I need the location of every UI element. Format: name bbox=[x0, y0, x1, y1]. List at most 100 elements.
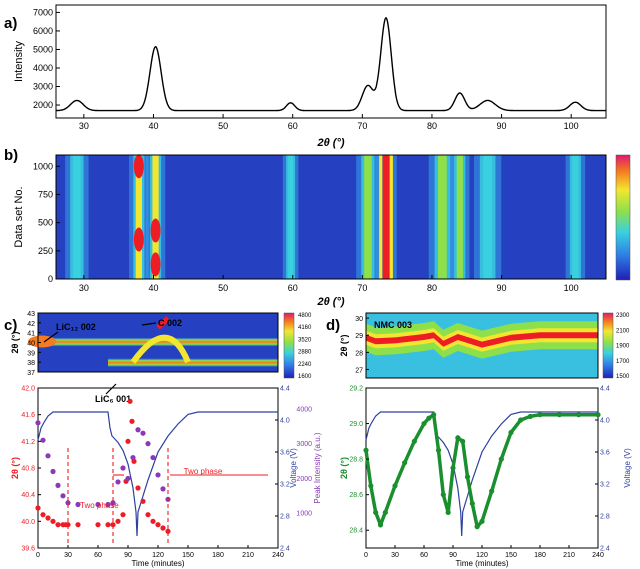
panel-label-d: d) bbox=[326, 317, 340, 334]
two-theta-point bbox=[155, 522, 161, 528]
colorbar-tick-label: 2240 bbox=[298, 362, 312, 368]
two-theta-point bbox=[75, 522, 81, 528]
hot-spot bbox=[133, 227, 144, 252]
y-tick-label: 39.6 bbox=[21, 546, 35, 553]
annotation-two-phase-2: Two phase bbox=[184, 467, 223, 476]
x-tick-label: 100 bbox=[564, 121, 579, 131]
y-tick-label: 2000 bbox=[33, 100, 53, 110]
peak-intensity-point bbox=[105, 501, 111, 508]
panel-c-heatmap: 37 38 39 40 41 42 43 2θ (°) LiC₁₂ 002 C 002 LiC₆ 0… bbox=[10, 311, 312, 404]
x-tick-label: 210 bbox=[242, 552, 254, 559]
voltage-axis-label: Voltage (V) bbox=[289, 448, 298, 488]
two-theta-point bbox=[50, 518, 56, 524]
voltage-tick-label: 4.4 bbox=[280, 386, 290, 393]
y-tick-label: 40.0 bbox=[21, 519, 35, 526]
y-tick-label: 3000 bbox=[33, 82, 53, 92]
x-tick-label: 70 bbox=[357, 121, 367, 131]
two-theta-point bbox=[125, 438, 131, 444]
x-tick-label: 30 bbox=[79, 283, 89, 293]
c002-arc bbox=[130, 334, 191, 364]
x-tick-label: 240 bbox=[272, 552, 284, 559]
voltage-tick-label: 2.8 bbox=[600, 514, 610, 521]
y-tick-label: 28.6 bbox=[349, 492, 363, 499]
annotation-lic12: LiC₁₂ 002 bbox=[56, 322, 96, 332]
hot-spot-c002 bbox=[156, 316, 170, 330]
colorbar-tick-label: 1700 bbox=[616, 359, 630, 365]
y-tick-label: 28.4 bbox=[349, 528, 363, 535]
x-tick-label: 70 bbox=[357, 283, 367, 293]
two-theta-point bbox=[165, 528, 171, 534]
x-tick-label: 100 bbox=[564, 283, 579, 293]
peak-intensity-point bbox=[155, 472, 161, 478]
plot-frame bbox=[365, 312, 599, 379]
y-tick-label: 29 bbox=[355, 333, 363, 340]
x-tick-label: 0 bbox=[364, 552, 368, 559]
x-tick-label: 30 bbox=[64, 552, 72, 559]
band-38 bbox=[108, 358, 278, 368]
two-theta-point bbox=[127, 398, 133, 404]
x-tick-label: 180 bbox=[212, 552, 224, 559]
two-theta-point bbox=[160, 525, 166, 531]
x-tick-label: 50 bbox=[218, 121, 228, 131]
x-axis-label: 2θ (°) bbox=[316, 137, 344, 149]
two-theta-point bbox=[115, 518, 121, 524]
y-tick-label: 40.8 bbox=[21, 466, 35, 473]
annotation-c002: C 002 bbox=[158, 318, 182, 328]
x-tick-label: 180 bbox=[534, 552, 546, 559]
band-core bbox=[438, 155, 447, 279]
y-tick-label: 41 bbox=[27, 331, 35, 338]
y-tick-label: 43 bbox=[27, 311, 35, 318]
two-theta-point bbox=[40, 512, 46, 518]
peak-intensity-point bbox=[65, 500, 71, 506]
panel-label-b: b) bbox=[4, 147, 18, 164]
voltage-tick-label: 4.0 bbox=[280, 418, 290, 425]
voltage-tick-label: 2.4 bbox=[280, 546, 290, 553]
voltage-line bbox=[37, 411, 278, 537]
y-tick-label: 6000 bbox=[33, 26, 53, 36]
x-tick-label: 150 bbox=[505, 552, 517, 559]
x-tick-label: 240 bbox=[592, 552, 604, 559]
x-tick-label: 210 bbox=[563, 552, 575, 559]
peak-intensity-point bbox=[130, 454, 136, 461]
intensity-axis-label: Peak Intensity (a.u.) bbox=[313, 432, 322, 503]
annotation-two-phase-1: Two phase bbox=[80, 501, 119, 510]
y-axis-label: Data set No. bbox=[13, 186, 25, 247]
x-tick-label: 50 bbox=[218, 283, 228, 293]
peak-intensity-point bbox=[40, 437, 46, 443]
two-theta-point bbox=[55, 522, 61, 528]
two-theta-point bbox=[45, 515, 51, 521]
two-theta-point bbox=[95, 522, 101, 528]
y-tick-label: 250 bbox=[38, 246, 53, 256]
y-tick-label: 42.0 bbox=[21, 386, 35, 393]
y-tick-label: 0 bbox=[48, 274, 53, 284]
y-axis-label: 2θ (°) bbox=[339, 335, 349, 357]
x-tick-label: 80 bbox=[427, 121, 437, 131]
x-tick-label: 90 bbox=[124, 552, 132, 559]
hot-spot bbox=[150, 252, 161, 277]
y-tick-label: 28 bbox=[355, 350, 363, 357]
y-tick-label: 30 bbox=[355, 316, 363, 323]
band-core bbox=[572, 155, 579, 279]
voltage-tick-label: 3.6 bbox=[600, 450, 610, 457]
peak-intensity-point bbox=[125, 475, 131, 482]
peak-intensity-point bbox=[45, 453, 51, 459]
colorbar-tick-label: 3520 bbox=[298, 337, 312, 343]
y-tick-label: 40 bbox=[27, 341, 35, 348]
y-tick-label: 41.2 bbox=[21, 439, 35, 446]
x-tick-label: 40 bbox=[148, 121, 158, 131]
voltage-tick-label: 3.2 bbox=[280, 482, 290, 489]
hot-spot bbox=[150, 218, 161, 243]
two-theta-point bbox=[105, 522, 111, 528]
band-core bbox=[73, 155, 81, 279]
y-tick-label: 28.8 bbox=[349, 457, 363, 464]
peak-intensity-point bbox=[140, 430, 146, 436]
x-axis-label: Time (minutes) bbox=[455, 559, 508, 568]
colorbar-tick-label: 4800 bbox=[298, 313, 312, 319]
panel-a-chart: 30 40 50 60 70 80 90 100 2000 3000 4000 5000 6000 700… bbox=[13, 4, 607, 149]
two-theta-point bbox=[110, 522, 116, 528]
y-tick-label: 37 bbox=[27, 370, 35, 377]
peak-intensity-point bbox=[75, 501, 81, 508]
voltage-axis-label: Voltage (V) bbox=[623, 448, 632, 488]
peak-intensity-point bbox=[60, 493, 66, 499]
